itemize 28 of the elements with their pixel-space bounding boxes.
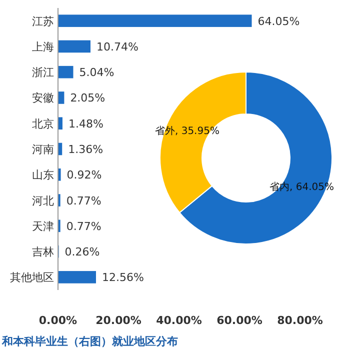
data-label: 5.04% (79, 66, 114, 80)
y-tick-label: 河南 (32, 143, 54, 156)
data-label: 64.05% (258, 14, 300, 28)
data-label: 1.48% (68, 117, 104, 130)
x-tick-label: 0.00% (38, 314, 78, 327)
data-label: 0.26% (64, 246, 100, 259)
data-label: 2.05% (70, 92, 106, 105)
y-tick-label: 上海 (32, 40, 54, 54)
text: 和本科毕业生（右图）就业地区分布 (1, 335, 178, 348)
data-label: 0.77% (66, 220, 102, 233)
data-label: 1.36% (68, 143, 104, 156)
y-tick-label: 江苏 (32, 14, 54, 28)
data-label: 10.74% (96, 40, 138, 54)
data-label: 12.56% (102, 271, 144, 284)
y-tick-label: 浙江 (32, 66, 54, 80)
y-tick-label: 北京 (32, 117, 54, 130)
x-tick-label: 40.00% (156, 314, 202, 327)
x-tick-label: 20.00% (96, 314, 142, 327)
data-label: 0.92% (66, 168, 102, 182)
y-tick-label: 吉林 (32, 246, 54, 259)
data-label: 0.77% (66, 194, 102, 208)
y-tick-label: 天津 (32, 220, 54, 233)
y-tick-label: 安徽 (32, 92, 54, 105)
x-tick-label: 80.00% (277, 314, 323, 327)
x-tick-label: 60.00% (216, 314, 262, 327)
y-tick-label: 山东 (32, 168, 54, 182)
y-tick-label: 其他地区 (10, 271, 54, 284)
y-tick-label: 河北 (32, 194, 54, 208)
